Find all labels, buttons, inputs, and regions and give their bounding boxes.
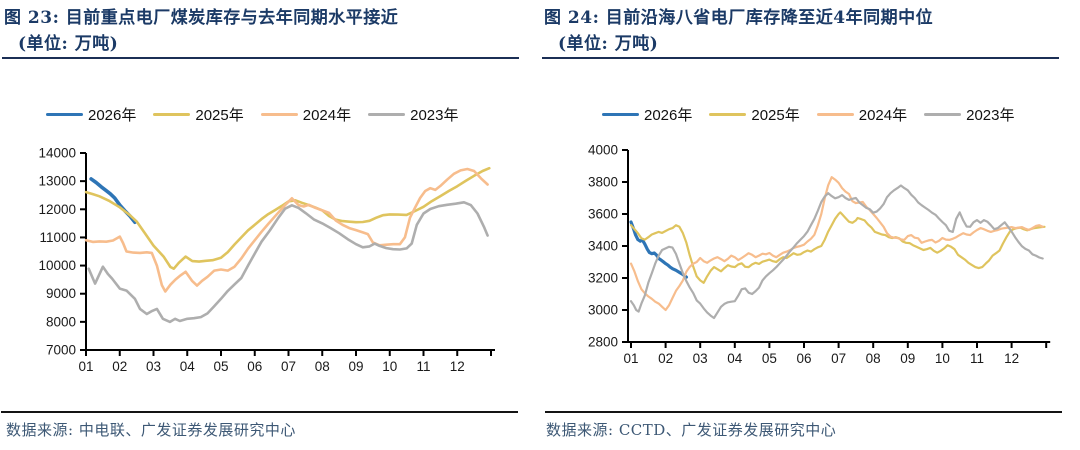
legend-line-swatch bbox=[924, 112, 962, 117]
series-2024年 bbox=[84, 167, 489, 293]
series-2026年 bbox=[89, 177, 137, 224]
y-tick-label: 13000 bbox=[38, 174, 76, 189]
legend-label: 2026年 bbox=[644, 107, 693, 124]
x-tick-label: 09 bbox=[348, 359, 363, 374]
source-divider bbox=[545, 411, 1062, 413]
x-tick-label: 11 bbox=[416, 359, 430, 374]
y-tick-label: 2800 bbox=[588, 335, 618, 350]
legend-line-swatch bbox=[153, 112, 191, 117]
legend-item-2023: 2023年 bbox=[924, 104, 1015, 125]
y-tick-label: 11000 bbox=[39, 230, 76, 245]
x-tick-label: 12 bbox=[450, 359, 465, 374]
x-tick-label: 05 bbox=[213, 359, 228, 374]
y-tick-label: 3400 bbox=[588, 239, 618, 254]
legend-item-2026: 2026年 bbox=[46, 104, 136, 125]
legend-line-swatch bbox=[260, 112, 298, 117]
legend-item-2023: 2023年 bbox=[368, 104, 459, 125]
legend-line-swatch bbox=[602, 112, 639, 117]
x-tick-label: 09 bbox=[900, 351, 915, 366]
y-tick-label: 3000 bbox=[588, 303, 618, 318]
x-tick-label: 01 bbox=[78, 359, 93, 374]
figure-subtitle: (单位: 万吨) bbox=[558, 34, 659, 54]
x-tick-label: 10 bbox=[382, 359, 397, 374]
x-tick-label: 04 bbox=[180, 359, 196, 374]
x-tick-label: 01 bbox=[623, 351, 638, 366]
series-2023年 bbox=[629, 184, 1044, 320]
x-tick-label: 07 bbox=[831, 351, 846, 366]
x-tick-label: 07 bbox=[281, 359, 296, 374]
x-tick-label: 08 bbox=[315, 359, 330, 374]
figure-24-title: 图 24: 目前沿海八省电厂库存降至近4年同期中位 (单位: 万吨) bbox=[544, 5, 1066, 57]
data-source-text: 数据来源: CCTD、广发证券发展研究中心 bbox=[546, 421, 837, 439]
title-underline bbox=[542, 57, 1059, 59]
figure-title-text: 目前沿海八省电厂库存降至近4年同期中位 bbox=[605, 8, 934, 28]
legend-label: 2025年 bbox=[195, 107, 244, 124]
axes bbox=[622, 149, 1051, 348]
data-source-text: 数据来源: 中电联、广发证券发展研究中心 bbox=[6, 421, 296, 439]
figure-23-title: 图 23: 目前重点电厂煤炭库存与去年同期水平接近 (单位: 万吨) bbox=[4, 5, 526, 57]
legend-item-2024: 2024年 bbox=[816, 104, 908, 125]
axes bbox=[80, 152, 495, 356]
tick-labels: 2800 3000 3200 3400 3600 3800 4000 01 02 03 04 05 06… bbox=[588, 143, 1019, 367]
y-tick-label: 4000 bbox=[588, 143, 618, 158]
y-tick-label: 3800 bbox=[588, 175, 618, 190]
figure-subtitle: (单位: 万吨) bbox=[18, 34, 119, 54]
x-tick-label: 05 bbox=[762, 351, 777, 366]
y-tick-label: 3200 bbox=[588, 271, 618, 286]
x-tick-label: 06 bbox=[796, 351, 811, 366]
legend-item-2024: 2024年 bbox=[260, 104, 352, 125]
legend-label: 2024年 bbox=[858, 107, 908, 124]
legend-label: 2023年 bbox=[966, 107, 1015, 124]
legend-label: 2023年 bbox=[410, 107, 459, 124]
legend-label: 2025年 bbox=[751, 107, 800, 124]
figure-title-text: 目前重点电厂煤炭库存与去年同期水平接近 bbox=[65, 8, 399, 28]
x-tick-label: 11 bbox=[970, 351, 984, 366]
legend-line-swatch bbox=[709, 112, 747, 117]
legend-label: 2026年 bbox=[88, 107, 137, 124]
figure-label: 图 23: bbox=[4, 8, 60, 28]
title-underline bbox=[2, 57, 519, 59]
series-2025年 bbox=[629, 211, 1046, 284]
x-tick-label: 03 bbox=[693, 351, 708, 366]
coal-inventory-line-chart: 7000 8000 9000 10000 11000 12000 13000 14000 01 0… bbox=[38, 146, 495, 375]
legend-item-2025: 2025年 bbox=[709, 104, 800, 125]
legend: 2026年 2025年 2024年 2023年 bbox=[602, 104, 1015, 125]
x-tick-label: 02 bbox=[658, 351, 673, 366]
x-tick-label: 12 bbox=[1004, 351, 1019, 366]
y-tick-label: 12000 bbox=[38, 202, 76, 217]
figure-label: 图 24: bbox=[544, 8, 600, 28]
y-tick-label: 7000 bbox=[46, 343, 76, 358]
y-tick-label: 8000 bbox=[46, 314, 76, 329]
legend-label: 2024年 bbox=[302, 107, 352, 124]
legend-line-swatch bbox=[816, 112, 854, 117]
series-2026年 bbox=[629, 220, 688, 279]
source-divider bbox=[1, 411, 518, 413]
legend-item-2026: 2026年 bbox=[602, 104, 692, 125]
figure-23-panel: 图 23: 目前重点电厂煤炭库存与去年同期水平接近 (单位: 万吨) 2026年… bbox=[1, 5, 526, 439]
x-tick-label: 04 bbox=[727, 351, 743, 366]
legend-item-2025: 2025年 bbox=[153, 104, 244, 125]
legend-line-swatch bbox=[46, 112, 83, 117]
y-tick-label: 9000 bbox=[46, 286, 76, 301]
series-2024年 bbox=[629, 176, 1044, 312]
figure-24-panel: 图 24: 目前沿海八省电厂库存降至近4年同期中位 (单位: 万吨) 2026年… bbox=[540, 0, 1080, 450]
x-tick-label: 08 bbox=[866, 351, 881, 366]
tick-labels: 7000 8000 9000 10000 11000 12000 13000 14000 01 0… bbox=[38, 146, 464, 375]
legend-line-swatch bbox=[368, 112, 406, 117]
series-2023年 bbox=[87, 201, 489, 324]
x-tick-label: 06 bbox=[247, 359, 262, 374]
y-tick-label: 10000 bbox=[38, 258, 76, 273]
y-tick-label: 3600 bbox=[588, 207, 618, 222]
legend: 2026年 2025年 2024年 2023年 bbox=[46, 104, 459, 125]
x-tick-label: 02 bbox=[112, 359, 127, 374]
y-tick-label: 14000 bbox=[38, 146, 76, 161]
coastal-inventory-line-chart: 2800 3000 3200 3400 3600 3800 4000 01 02 03 04 05 06… bbox=[588, 143, 1051, 367]
x-tick-label: 10 bbox=[935, 351, 950, 366]
x-tick-label: 03 bbox=[146, 359, 161, 374]
